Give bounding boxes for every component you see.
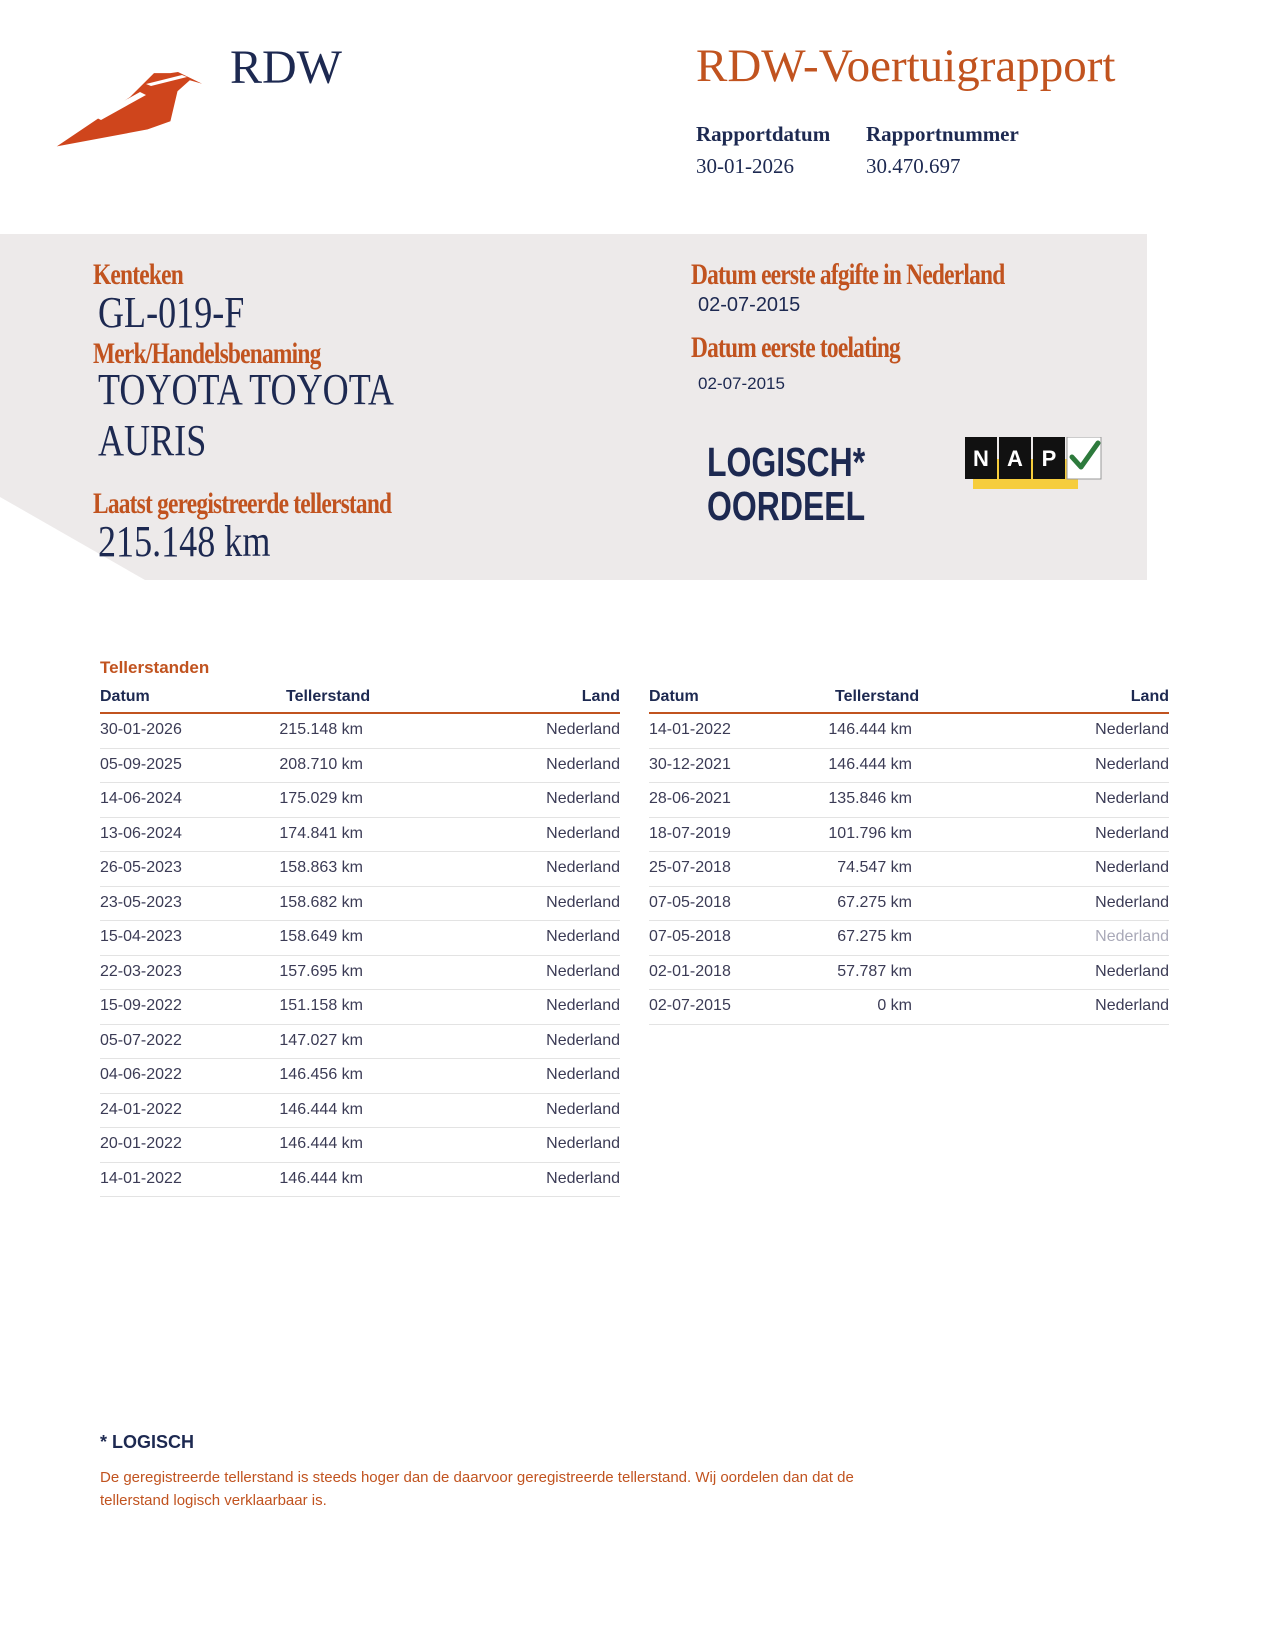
svg-text:A: A	[1007, 446, 1023, 471]
svg-text:P: P	[1042, 446, 1057, 471]
svg-text:N: N	[973, 446, 989, 471]
